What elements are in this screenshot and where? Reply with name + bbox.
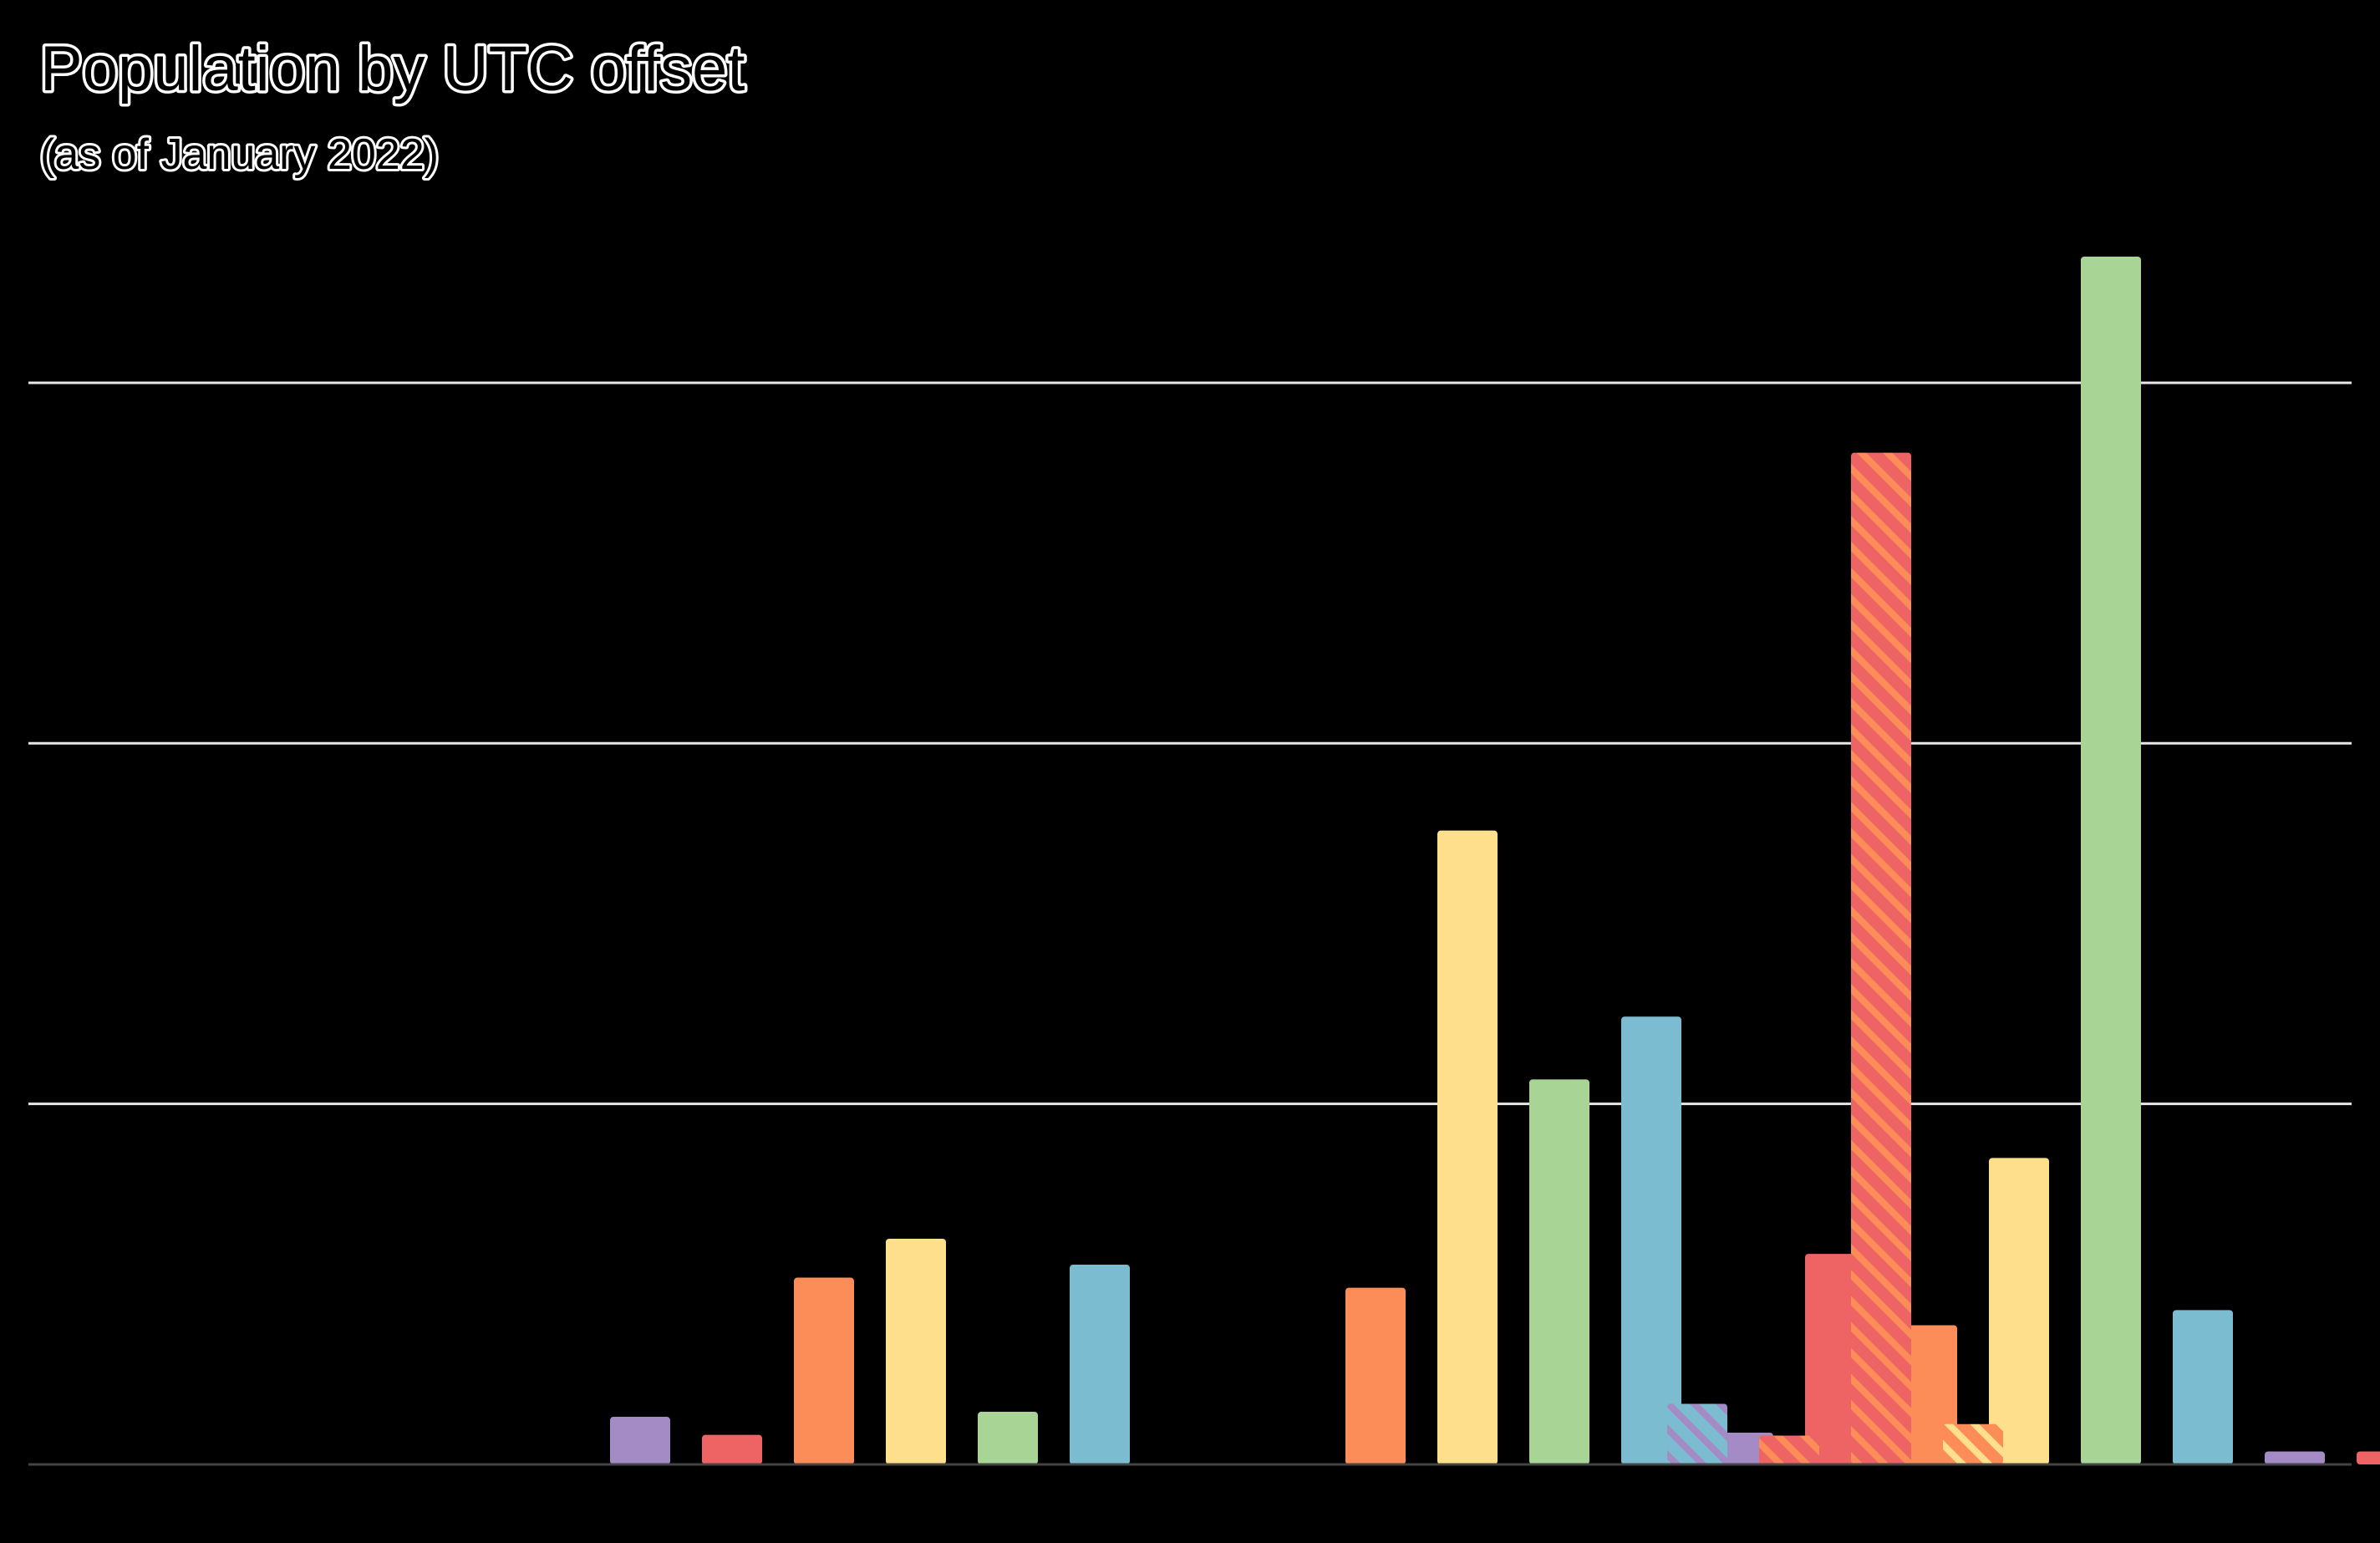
chart-title: Population by UTC offset — [40, 33, 745, 104]
bar-26 — [2265, 1451, 2325, 1464]
hatched-bar-16 — [1667, 1403, 1727, 1464]
chart-subtitle: (as of January 2022) — [40, 130, 439, 179]
bar-25 — [2173, 1310, 2233, 1464]
bar-5 — [702, 1434, 762, 1464]
bar-24 — [2081, 256, 2141, 1464]
bar-17 — [1713, 1433, 1773, 1464]
bar-12 — [1345, 1287, 1406, 1464]
gridlines — [28, 381, 2352, 1106]
bar-4 — [610, 1417, 670, 1464]
bar-14 — [1529, 1079, 1589, 1464]
bar-23 — [1989, 1158, 2049, 1464]
hatched-bar-20 — [1851, 452, 1911, 1465]
bar-6 — [794, 1277, 854, 1464]
bar-7 — [886, 1238, 946, 1464]
bar-15 — [1621, 1016, 1681, 1464]
bar-13 — [1437, 830, 1498, 1464]
hatched-bar-22 — [1943, 1423, 2003, 1464]
bars — [610, 256, 2380, 1465]
bar-21 — [1897, 1325, 1957, 1464]
bar-19 — [1805, 1254, 1865, 1464]
bar-9 — [1070, 1265, 1130, 1464]
hatched-bar-18 — [1759, 1435, 1819, 1464]
bar-8 — [978, 1412, 1038, 1464]
bar-27 — [2357, 1451, 2380, 1464]
